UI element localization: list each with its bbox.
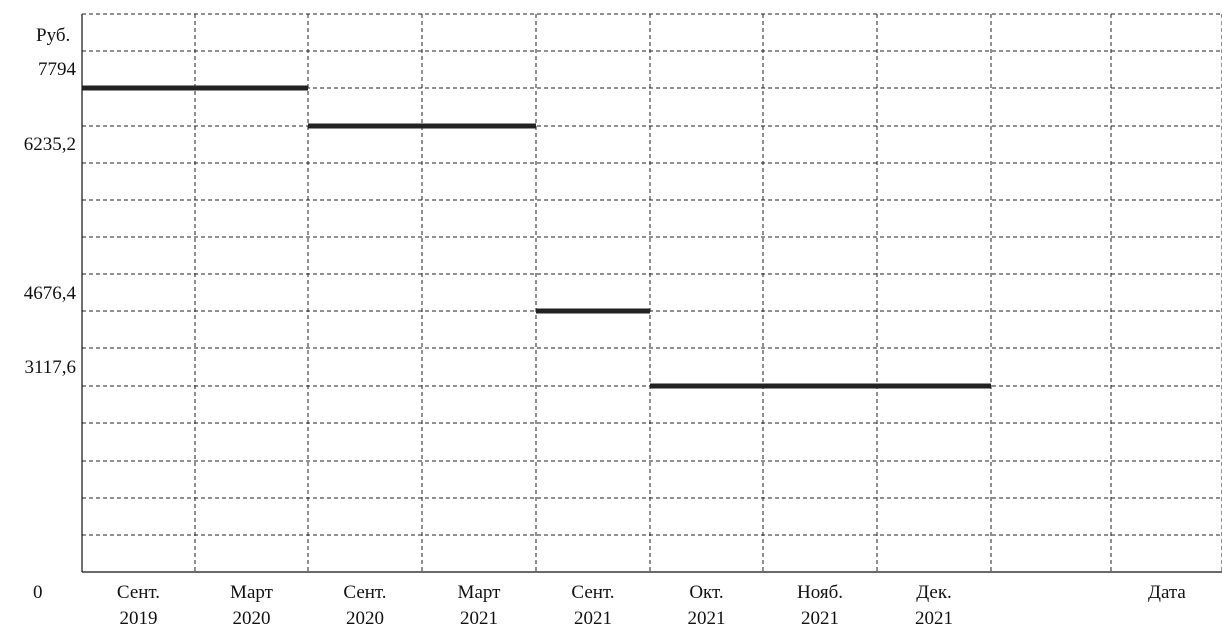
x-unit-label: Дата [1148, 582, 1186, 603]
x-tick-label: 2019 [120, 608, 158, 628]
x-tick-label: 2021 [460, 608, 498, 628]
x-tick-label: Сент. [117, 582, 160, 603]
x-tick-label: 2021 [915, 608, 953, 628]
axis-labels: Руб. Дата 0 7794 6235,2 4676,4 3117,6 Сент. 2… [24, 25, 1187, 628]
x-tick-label: Март [230, 582, 274, 603]
x-tick-label: Сент. [571, 582, 614, 603]
origin-label: 0 [33, 582, 43, 603]
x-tick-label: 2020 [346, 608, 384, 628]
y-tick-label: 3117,6 [24, 357, 76, 378]
axes [81, 14, 1222, 573]
x-tick-label: 2021 [688, 608, 726, 628]
grid [82, 13, 1222, 572]
y-tick-label: 4676,4 [24, 283, 77, 304]
x-tick-label: 2021 [574, 608, 612, 628]
x-tick-label: Окт. [689, 582, 723, 603]
x-tick-label: 2021 [801, 608, 839, 628]
x-tick-label: Дек. [916, 582, 952, 603]
x-tick-label: Нояб. [797, 582, 843, 603]
x-tick-label: Март [458, 582, 502, 603]
y-tick-label: 7794 [38, 59, 77, 80]
x-tick-label: 2020 [233, 608, 271, 628]
x-tick-label: Сент. [343, 582, 386, 603]
y-unit-label: Руб. [36, 25, 70, 46]
data-series [82, 85, 991, 389]
y-tick-label: 6235,2 [24, 134, 76, 155]
